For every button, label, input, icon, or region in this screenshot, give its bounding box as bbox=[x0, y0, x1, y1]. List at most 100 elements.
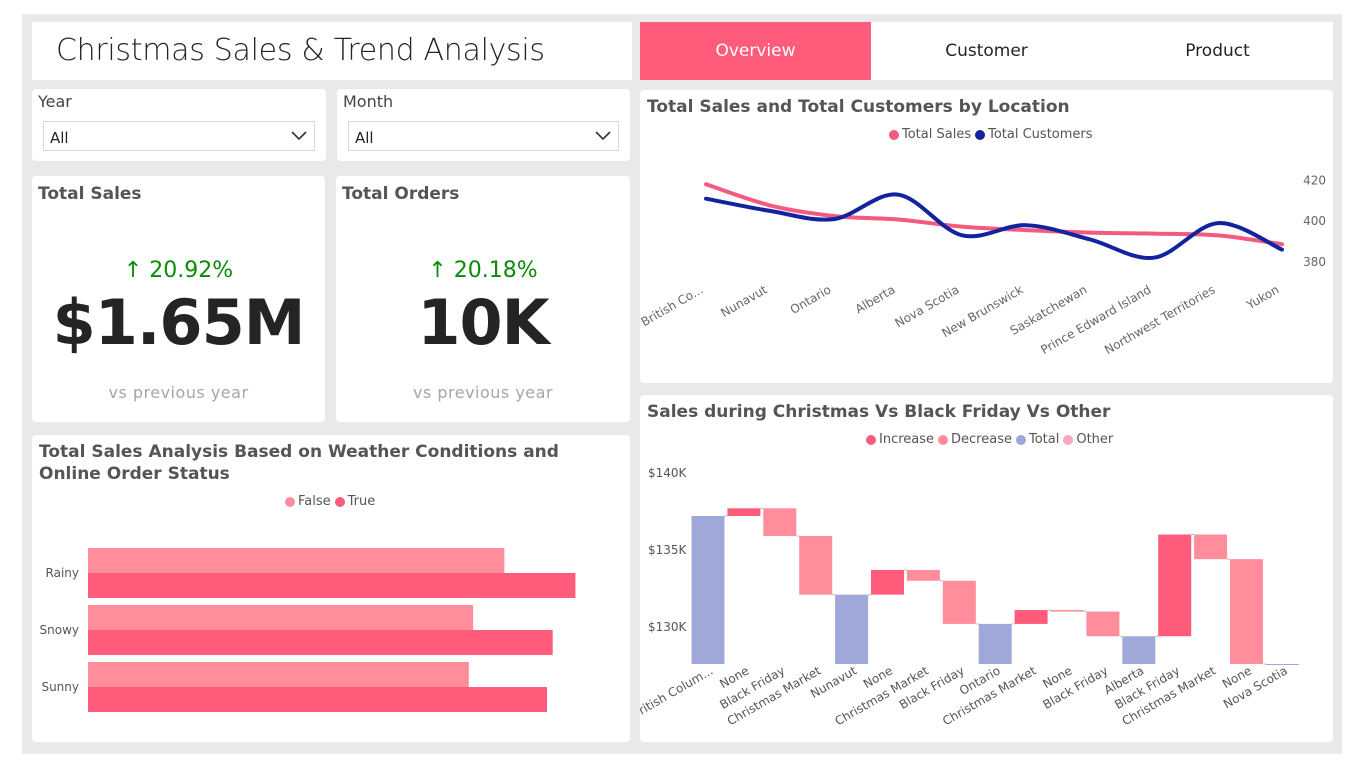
tab-product[interactable]: Product bbox=[1185, 41, 1250, 61]
waterfall-bar bbox=[942, 580, 976, 624]
x-tick-label: Ontario bbox=[788, 282, 834, 316]
tab-overview[interactable]: Overview bbox=[640, 22, 871, 80]
month-slicer-label: Month bbox=[343, 92, 394, 111]
delta-value: 20.92% bbox=[149, 258, 234, 283]
y-tick-label: $130K bbox=[648, 620, 688, 634]
legend-label: Increase bbox=[879, 432, 935, 447]
legend-item-total-sales[interactable]: Total Sales bbox=[889, 127, 971, 142]
x-tick-label: British Co... bbox=[640, 282, 706, 329]
month-dropdown-value: All bbox=[355, 129, 374, 147]
x-tick-label: British Colum... bbox=[640, 663, 716, 721]
waterfall-chart-title: Sales during Christmas Vs Black Friday V… bbox=[647, 402, 1111, 422]
legend-dot bbox=[1063, 434, 1074, 445]
waterfall-bar bbox=[1194, 534, 1228, 560]
waterfall-legend: Increase Decrease Total Other bbox=[866, 432, 1117, 447]
legend-label: Decrease bbox=[951, 432, 1012, 447]
x-tick-label: Yukon bbox=[1243, 282, 1281, 312]
location-chart-title: Total Sales and Total Customers by Locat… bbox=[647, 97, 1070, 117]
bar-true bbox=[88, 573, 576, 598]
legend-dot bbox=[889, 129, 899, 140]
delta-value: 20.18% bbox=[453, 258, 538, 283]
legend-label: Total Customers bbox=[988, 127, 1093, 142]
tab-customer[interactable]: Customer bbox=[945, 41, 1028, 61]
year-dropdown-value: All bbox=[50, 129, 69, 147]
legend-item-true[interactable]: True bbox=[334, 494, 376, 509]
bar-true bbox=[88, 687, 547, 712]
year-dropdown[interactable]: All bbox=[43, 121, 315, 151]
legend-item-false[interactable]: False bbox=[285, 494, 331, 509]
waterfall-bar bbox=[1122, 636, 1156, 664]
arrow-up-icon: ↑ bbox=[123, 258, 143, 283]
legend-label: Other bbox=[1076, 432, 1114, 447]
waterfall-chart-panel: Sales during Christmas Vs Black Friday V… bbox=[640, 395, 1333, 742]
card-title: Total Sales bbox=[38, 184, 142, 204]
y-tick-label: Sunny bbox=[41, 680, 79, 694]
x-tick-label: Northwest Territories bbox=[1102, 282, 1217, 357]
card-title: Total Orders bbox=[342, 184, 460, 204]
waterfall-bar bbox=[1230, 559, 1263, 664]
legend-item-decrease[interactable]: Decrease bbox=[938, 432, 1012, 447]
total-customers-line bbox=[704, 192, 1284, 260]
y-tick-label: 420 bbox=[1303, 173, 1326, 187]
waterfall-bar bbox=[978, 623, 1012, 664]
title-bar: Christmas Sales & Trend Analysis bbox=[32, 22, 632, 80]
legend-item-total[interactable]: Total bbox=[1015, 432, 1060, 447]
legend-dot bbox=[1015, 434, 1026, 445]
bar-false bbox=[88, 662, 469, 687]
waterfall-bar bbox=[1265, 664, 1299, 665]
legend-dot bbox=[866, 434, 876, 445]
chevron-down-icon bbox=[595, 131, 611, 141]
legend-dot bbox=[285, 496, 295, 507]
waterfall-bar bbox=[691, 516, 725, 664]
waterfall-bar bbox=[1086, 611, 1120, 637]
year-slicer-label: Year bbox=[38, 92, 72, 111]
weather-legend: False True bbox=[285, 494, 379, 509]
bar-false bbox=[88, 548, 505, 573]
waterfall-bar bbox=[1158, 534, 1192, 637]
total-sales-card: Total Sales ↑ 20.92% $1.65M vs previous … bbox=[32, 176, 325, 422]
legend-dot bbox=[334, 496, 345, 507]
kpi-subtitle: vs previous year bbox=[412, 383, 554, 402]
month-slicer: Month All bbox=[337, 89, 630, 161]
bar-true bbox=[88, 630, 553, 655]
location-chart-panel: Total Sales and Total Customers by Locat… bbox=[640, 90, 1333, 383]
legend-item-other[interactable]: Other bbox=[1063, 432, 1113, 447]
total-orders-card: Total Orders ↑ 20.18% 10K vs previous ye… bbox=[336, 176, 630, 422]
y-tick-label: Snowy bbox=[40, 623, 79, 637]
legend-dot bbox=[938, 434, 949, 445]
weather-chart-title: Total Sales Analysis Based on Weather Co… bbox=[39, 442, 559, 484]
month-dropdown[interactable]: All bbox=[348, 121, 619, 151]
legend-label: True bbox=[347, 494, 376, 509]
kpi-subtitle: vs previous year bbox=[108, 383, 249, 402]
legend-label: Total Sales bbox=[902, 127, 972, 142]
legend-label: False bbox=[298, 494, 331, 509]
legend-item-total-customers[interactable]: Total Customers bbox=[975, 127, 1093, 142]
waterfall-bar bbox=[727, 508, 761, 516]
x-tick-label: Alberta bbox=[853, 282, 898, 316]
legend-item-increase[interactable]: Increase bbox=[866, 432, 934, 447]
weather-chart-panel: Total Sales Analysis Based on Weather Co… bbox=[32, 435, 630, 742]
legend-label: Total bbox=[1028, 432, 1060, 447]
waterfall-bar bbox=[835, 594, 869, 664]
waterfall-bar bbox=[1014, 610, 1048, 624]
arrow-up-icon: ↑ bbox=[428, 258, 447, 283]
report-canvas: Christmas Sales & Trend Analysis Overvie… bbox=[22, 14, 1342, 754]
page-title: Christmas Sales & Trend Analysis bbox=[56, 33, 545, 68]
bar-false bbox=[88, 605, 474, 630]
waterfall-bar bbox=[871, 569, 904, 595]
total-sales-line bbox=[704, 182, 1284, 247]
waterfall-bar bbox=[906, 569, 940, 581]
chevron-down-icon bbox=[291, 131, 307, 141]
x-tick-label: Nunavut bbox=[718, 282, 769, 320]
delta-indicator: ↑ 20.18% bbox=[336, 258, 630, 283]
waterfall-bar bbox=[1050, 610, 1084, 612]
delta-indicator: ↑ 20.92% bbox=[32, 258, 325, 283]
y-tick-label: Rainy bbox=[46, 566, 79, 580]
waterfall-bar bbox=[763, 508, 797, 537]
y-tick-label: $135K bbox=[648, 543, 688, 557]
waterfall-bar bbox=[799, 536, 833, 595]
y-tick-label: 380 bbox=[1303, 255, 1326, 269]
year-slicer: Year All bbox=[32, 89, 326, 161]
kpi-value: $1.65M bbox=[52, 286, 306, 359]
